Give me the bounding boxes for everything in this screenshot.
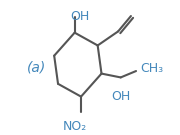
Text: NO₂: NO₂ [62,120,87,133]
Text: OH: OH [111,90,130,103]
Text: (a): (a) [27,60,46,74]
Text: CH₃: CH₃ [140,62,163,75]
Text: OH: OH [70,10,89,23]
